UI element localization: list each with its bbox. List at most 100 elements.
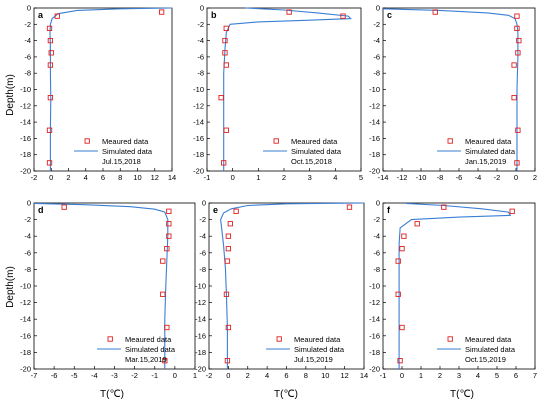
measured-point xyxy=(514,160,520,166)
x-tick-label: 10 xyxy=(321,371,329,380)
measured-point xyxy=(162,358,168,364)
x-tick-label: -2 xyxy=(494,173,501,182)
y-tick-label: -2 xyxy=(373,20,380,29)
measured-point xyxy=(166,208,172,214)
measured-point xyxy=(222,37,228,44)
x-tick-label: 4 xyxy=(84,173,88,182)
x-tick-label: 8 xyxy=(118,173,122,182)
measured-point xyxy=(164,245,170,252)
y-tick-label: -2 xyxy=(24,20,31,29)
x-tick-label: -1 xyxy=(380,371,387,380)
measured-point xyxy=(166,233,172,239)
legend-measured-marker xyxy=(273,138,279,144)
legend-date: Oct.15,2019 xyxy=(465,355,506,364)
y-tick-label: -6 xyxy=(373,248,380,257)
x-tick-label: 5 xyxy=(359,173,363,182)
x-tick-label: -8 xyxy=(437,173,444,182)
measured-point xyxy=(160,258,166,264)
legend-simulated-label: Simulated data xyxy=(465,147,516,156)
panel-letter: d xyxy=(38,205,44,215)
measured-point xyxy=(515,50,521,56)
measured-point xyxy=(222,50,228,56)
y-tick-label: -10 xyxy=(193,85,204,94)
y-tick-label: -14 xyxy=(195,315,206,324)
measured-point xyxy=(47,62,54,68)
x-tick-label: -3 xyxy=(111,371,118,380)
panel-e: 0-2-4-6-8-10-12-14-16-18-20-2 0 2 4 6 8 10 12 14… xyxy=(195,199,368,381)
y-tick-label: -2 xyxy=(24,215,31,224)
legend-simulated-label: Simulated data xyxy=(294,345,345,354)
legend-measured-label: Meaured data xyxy=(125,335,172,344)
y-tick-label: -4 xyxy=(373,232,380,241)
y-tick-label: -10 xyxy=(369,282,380,291)
x-tick-label: 2 xyxy=(533,173,537,182)
legend-measured-marker xyxy=(107,336,113,342)
y-tick-label: -10 xyxy=(20,282,31,291)
x-tick-label: 0 xyxy=(400,371,404,380)
y-tick-label: -8 xyxy=(199,265,206,274)
x-tick-label: 1 xyxy=(419,371,423,380)
x-tick-label: 5 xyxy=(495,371,499,380)
x-tick-label: 6 xyxy=(101,173,105,182)
simulated-line xyxy=(382,8,519,171)
y-axis-label-bottom: Depth(m) xyxy=(5,266,16,308)
x-tick-label: 12 xyxy=(151,173,159,182)
x-tick-label: 4 xyxy=(265,371,269,380)
measured-point xyxy=(223,127,229,133)
x-tick-label: -1 xyxy=(204,173,211,182)
panel-letter: b xyxy=(211,10,217,20)
measured-point xyxy=(223,25,229,32)
x-tick-label: 1 xyxy=(256,173,260,182)
x-tick-label: 0 xyxy=(226,371,230,380)
x-tick-label: -12 xyxy=(397,173,408,182)
y-tick-label: -20 xyxy=(20,167,31,176)
x-tick-label: 3 xyxy=(457,371,461,380)
measured-point xyxy=(509,208,515,214)
measured-point xyxy=(399,245,405,252)
x-tick-label: -5 xyxy=(71,371,78,380)
x-tick-label: 14 xyxy=(168,173,176,182)
measured-point xyxy=(511,94,517,101)
measured-point xyxy=(516,37,522,44)
y-axis-label-top: Depth(m) xyxy=(5,74,16,116)
y-tick-label: -6 xyxy=(24,248,31,257)
measured-point xyxy=(225,233,232,239)
y-tick-label: -18 xyxy=(369,348,380,357)
measured-point xyxy=(46,160,53,166)
x-tick-label: 4 xyxy=(476,371,480,380)
panels: 0-2-4-6-8-10-12-14-16-18-20-2 0 2 4 6 8 10 12 14… xyxy=(20,4,537,381)
measured-point xyxy=(414,221,420,227)
y-tick-label: 0 xyxy=(27,199,31,208)
panel-letter: a xyxy=(38,10,44,20)
x-tick-label: 4 xyxy=(333,173,337,182)
measured-point xyxy=(166,221,172,227)
y-tick-label: -12 xyxy=(195,298,206,307)
legend-measured-label: Meaured data xyxy=(291,137,338,146)
x-axis-label-e: T(℃) xyxy=(274,389,298,400)
measured-point xyxy=(61,204,67,210)
x-tick-label: -6 xyxy=(456,173,463,182)
x-tick-label: 8 xyxy=(304,371,308,380)
x-tick-label: -2 xyxy=(206,371,213,380)
y-tick-label: -18 xyxy=(195,348,206,357)
y-tick-label: -8 xyxy=(24,69,31,78)
legend-measured-marker xyxy=(447,336,453,342)
y-tick-label: -10 xyxy=(20,85,31,94)
y-tick-label: -4 xyxy=(24,36,31,45)
y-tick-label: -12 xyxy=(20,298,31,307)
x-tick-label: 12 xyxy=(340,371,348,380)
y-tick-label: -6 xyxy=(199,248,206,257)
x-tick-label: -2 xyxy=(31,173,38,182)
y-tick-label: -12 xyxy=(369,298,380,307)
simulated-line xyxy=(220,202,365,369)
measured-point xyxy=(221,160,227,166)
legend-simulated-label: Simulated data xyxy=(125,345,176,354)
y-tick-label: -14 xyxy=(20,118,31,127)
y-tick-label: -6 xyxy=(197,52,204,61)
y-tick-label: -14 xyxy=(193,118,204,127)
y-tick-label: -14 xyxy=(369,315,380,324)
x-tick-label: -4 xyxy=(91,371,98,380)
measured-point xyxy=(54,13,60,19)
x-tick-label: -2 xyxy=(131,371,138,380)
